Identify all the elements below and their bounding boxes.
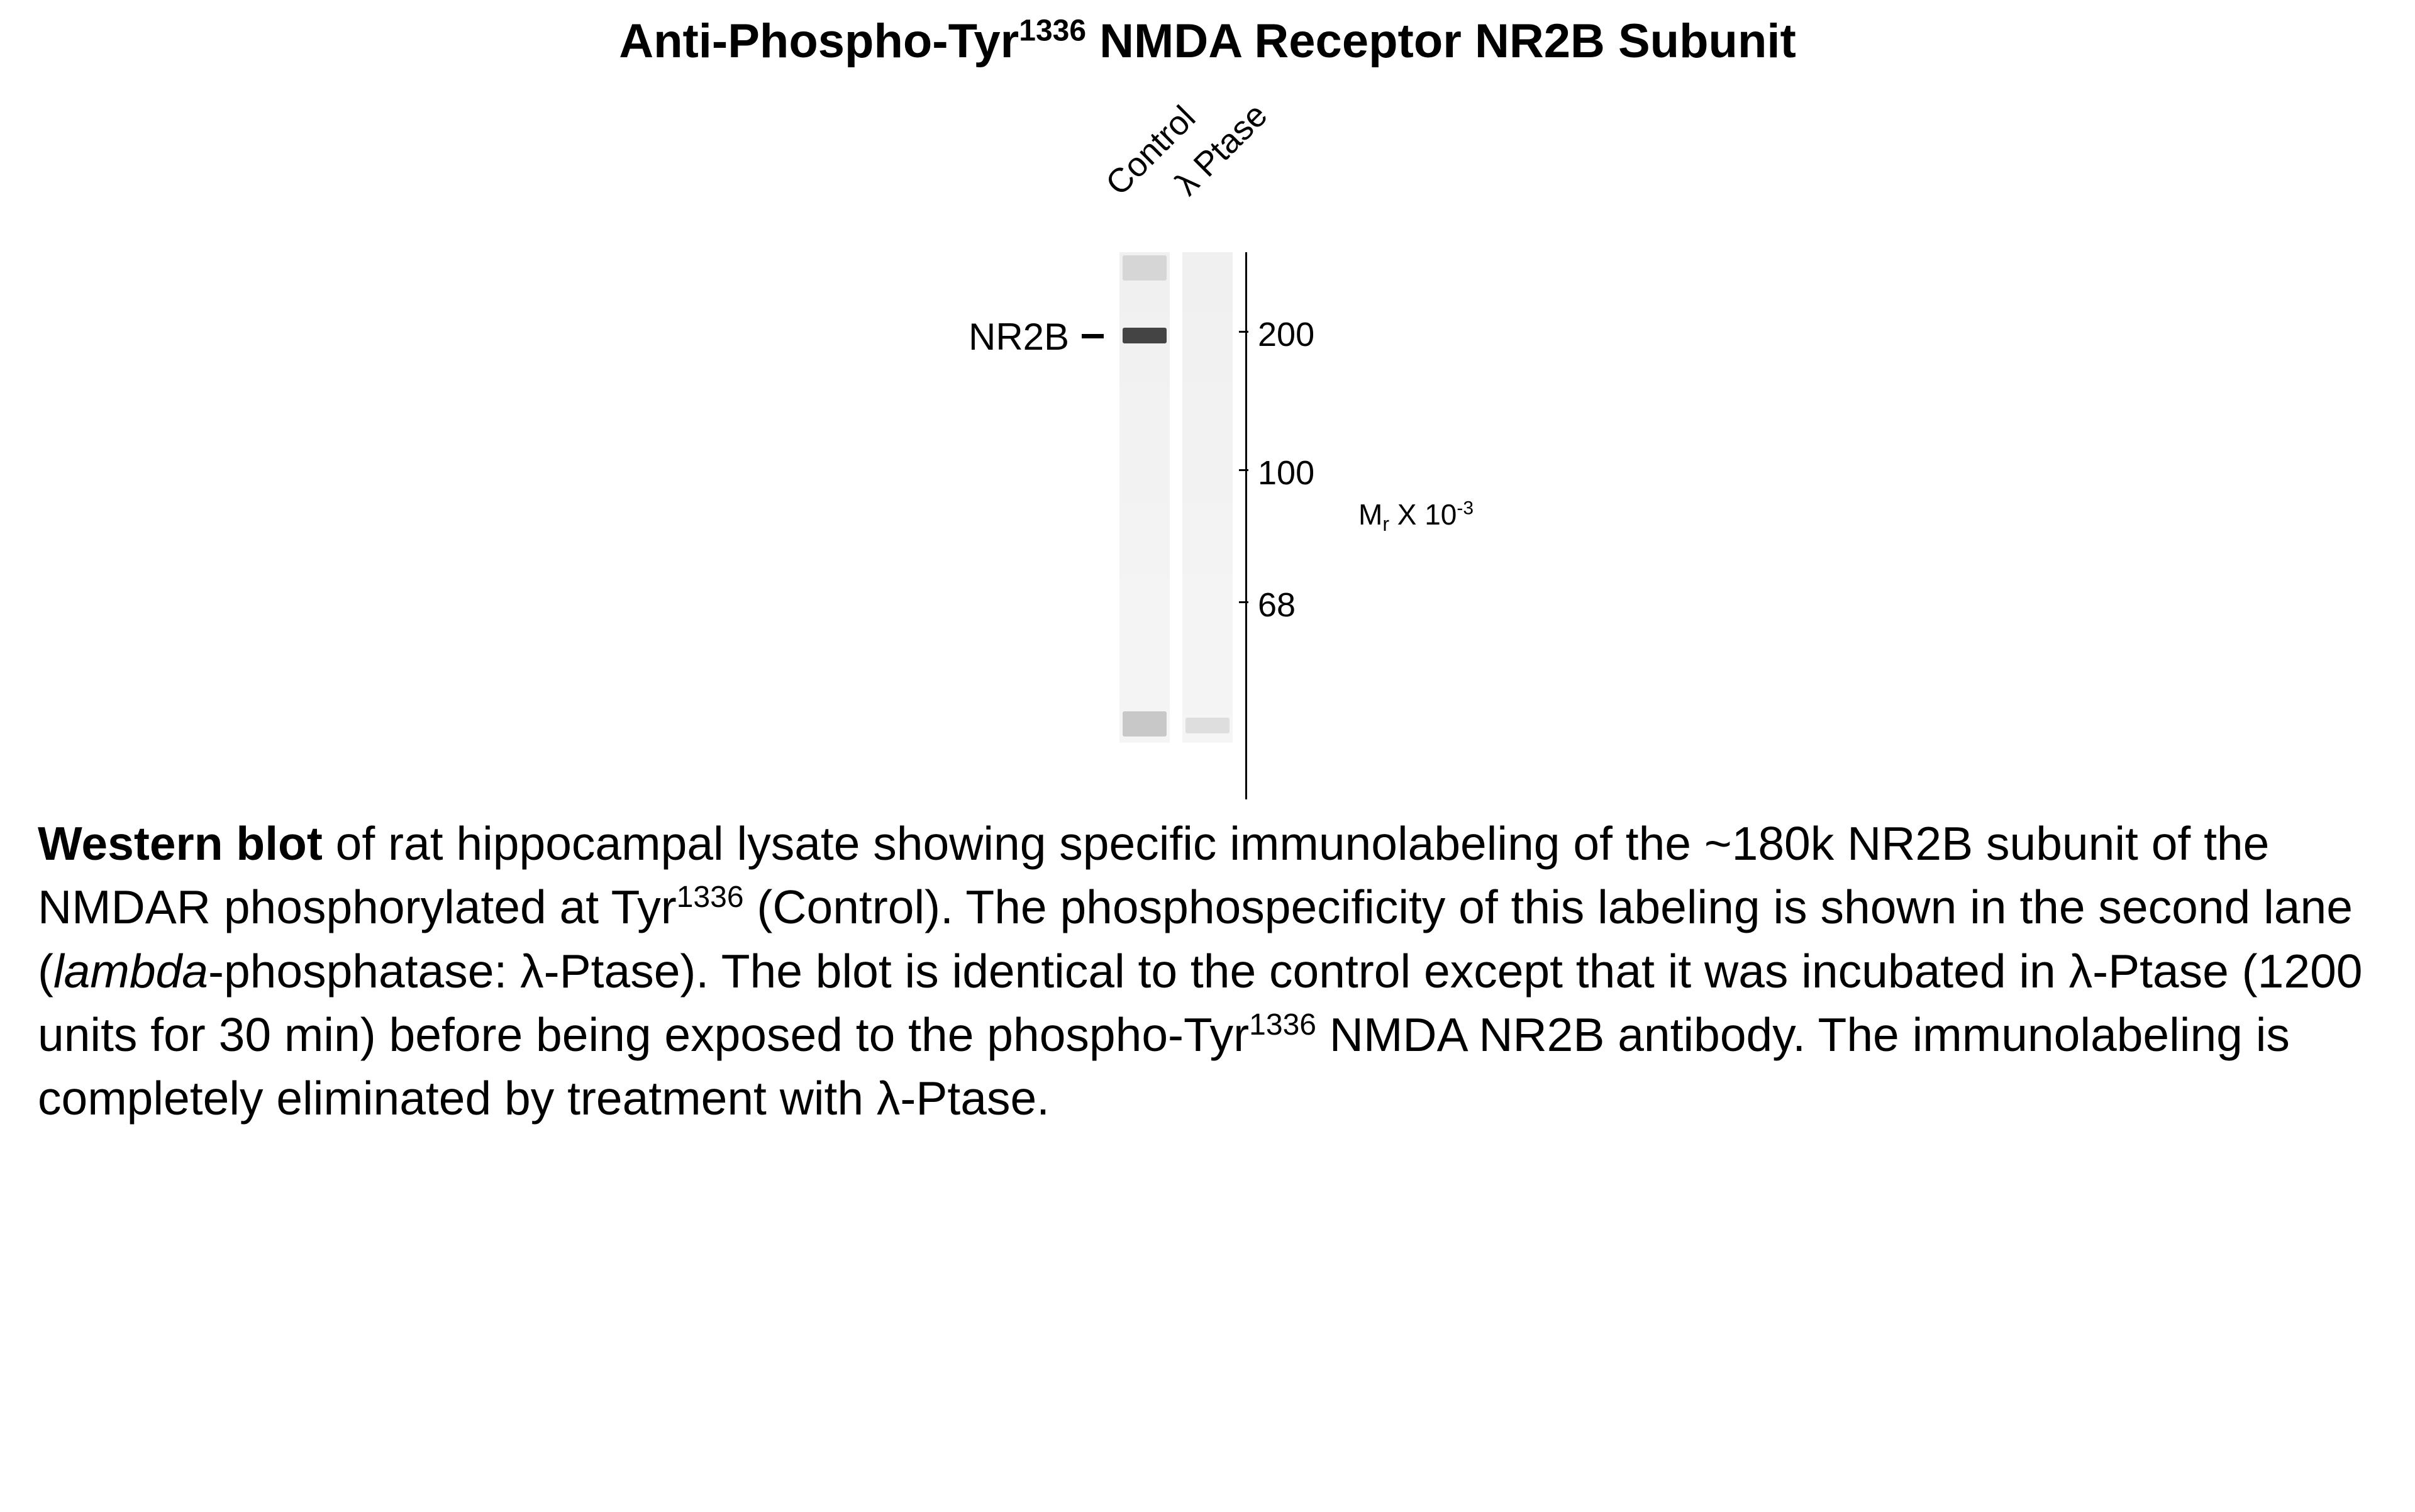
figure-caption: Western blot of rat hippocampal lysate s… (25, 812, 2390, 1130)
marker-value-68: 68 (1258, 586, 1296, 625)
unit-mid: X 10 (1389, 498, 1457, 531)
lane1-nr2b-band (1123, 328, 1167, 343)
title-superscript: 1336 (1019, 14, 1086, 48)
lane-control (1119, 252, 1170, 743)
marker-tick-100 (1239, 469, 1248, 471)
lane1-bottom-smudge (1123, 711, 1167, 737)
lane1-top-smudge (1123, 255, 1167, 281)
lane2-bottom-smudge (1185, 718, 1230, 733)
marker-unit-label: Mr X 10-3 (1358, 498, 1474, 536)
unit-sup: -3 (1457, 498, 1474, 519)
title-prefix: Anti-Phospho-Tyr (619, 14, 1019, 68)
marker-value-200: 200 (1258, 315, 1314, 354)
marker-axis-line (1245, 252, 1247, 799)
figure-title: Anti-Phospho-Tyr1336 NMDA Receptor NR2B … (25, 13, 2390, 70)
marker-value-100: 100 (1258, 453, 1314, 492)
unit-sub: r (1382, 513, 1389, 535)
band-indicator-dash (1082, 334, 1104, 338)
title-suffix: NMDA Receptor NR2B Subunit (1086, 14, 1796, 68)
unit-prefix: M (1358, 498, 1382, 531)
band-label-nr2b: NR2B (969, 315, 1069, 359)
blot-area: Control λ Ptase NR2B 200 100 68 Mr X 10-… (830, 82, 1585, 774)
lane-ptase (1182, 252, 1233, 743)
caption-bold-lead: Western blot (38, 817, 323, 870)
caption-sup2: 1336 (1249, 1008, 1316, 1042)
blot-figure: Control λ Ptase NR2B 200 100 68 Mr X 10-… (25, 82, 2390, 774)
marker-tick-68 (1239, 601, 1248, 603)
caption-italic1: lambda (53, 945, 208, 998)
marker-tick-200 (1239, 331, 1248, 333)
caption-sup1: 1336 (677, 881, 744, 914)
